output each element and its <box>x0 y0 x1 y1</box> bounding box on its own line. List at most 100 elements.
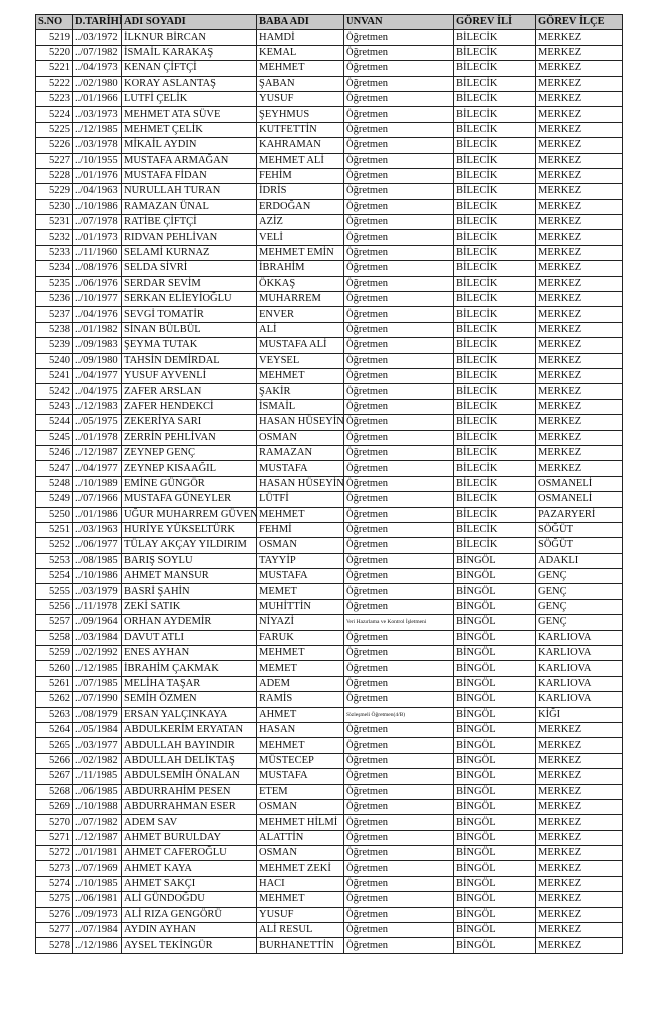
table-cell: ../09/1973 <box>72 906 122 924</box>
table-cell: MÜSTECEP <box>256 752 344 770</box>
table-cell: HACI <box>256 875 344 893</box>
table-cell: Öğretmen <box>343 90 454 108</box>
table-row: 5250 ../01/1986 UĞUR MUHARREM GÜVEN MEHMET Ö… <box>35 506 623 523</box>
table-cell: 5258 <box>35 629 73 647</box>
header-row: S.NO D.TARİHİ ADI SOYADI BABA ADI UNVAN GÖREV… <box>35 13 623 31</box>
table-cell: ../07/1978 <box>72 214 122 231</box>
table-cell: Öğretmen <box>343 367 454 385</box>
table-cell: AHMET MANSUR <box>121 568 257 585</box>
table-cell: Öğretmen <box>343 798 454 816</box>
table-cell: Öğretmen <box>343 906 454 924</box>
table-cell: Öğretmen <box>343 645 454 662</box>
table-cell: AHMET BURULDAY <box>121 829 257 847</box>
table-cell: MERKEZ <box>535 75 623 92</box>
table-cell: AYSEL TEKİNGÜR <box>121 937 257 954</box>
table-cell: OSMANELİ <box>535 491 623 508</box>
table-cell: KUTFETTİN <box>256 121 344 139</box>
table-row: 5271 ../12/1987 AHMET BURULDAY ALATTİN Öğret… <box>35 829 623 847</box>
table-cell: MEHMET <box>256 891 344 908</box>
table-cell: 5226 <box>35 137 73 154</box>
table-cell: MEHMET EMİN <box>256 244 344 262</box>
table-cell: Öğretmen <box>343 75 454 92</box>
table-cell: 5277 <box>35 922 73 939</box>
table-cell: ../07/1985 <box>72 675 122 693</box>
table-row: 5239 ../09/1983 ŞEYMA TUTAK MUSTAFA ALİ Öğre… <box>35 337 623 354</box>
table-cell: BİNGÖL <box>453 768 536 785</box>
personnel-table: S.NO D.TARİHİ ADI SOYADI BABA ADI UNVAN GÖREV… <box>35 13 623 954</box>
table-cell: BİLECİK <box>453 414 536 431</box>
table-cell: ../01/1982 <box>72 321 122 339</box>
table-row: 5268 ../06/1985 ABDURRAHİM PESEN ETEM Öğretm… <box>35 783 623 800</box>
table-cell: BİNGÖL <box>453 860 536 877</box>
table-cell: BİLECİK <box>453 121 536 139</box>
table-cell: ZAFER HENDEKCİ <box>121 398 257 416</box>
table-cell: ../12/1985 <box>72 121 122 139</box>
table-cell: Öğretmen <box>343 829 454 847</box>
table-cell: 5227 <box>35 152 73 169</box>
table-cell: MERKEZ <box>535 244 623 262</box>
table-cell: ../03/1973 <box>72 106 122 123</box>
table-cell: DAVUT ATLI <box>121 629 257 647</box>
table-cell: ../01/1978 <box>72 429 122 446</box>
table-cell: 5256 <box>35 598 73 616</box>
table-row: 5230 ../10/1986 RAMAZAN ÜNAL ERDOĞAN Öğretme… <box>35 198 623 216</box>
table-cell: 5242 <box>35 383 73 400</box>
table-cell: MERKEZ <box>535 44 623 62</box>
table-row: 5226 ../03/1978 MİKAİL AYDIN KAHRAMAN Öğretm… <box>35 137 623 154</box>
table-cell: Öğretmen <box>343 783 454 800</box>
table-cell: Öğretmen <box>343 214 454 231</box>
table-cell: BİLECİK <box>453 137 536 154</box>
table-cell: Öğretmen <box>343 137 454 154</box>
table-cell: MERKEZ <box>535 352 623 369</box>
table-cell: 5262 <box>35 691 73 708</box>
table-cell: AHMET SAKÇI <box>121 875 257 893</box>
table-row: 5229 ../04/1963 NURULLAH TURAN İDRİS Öğretme… <box>35 183 623 200</box>
table-cell: MEHMET <box>256 645 344 662</box>
table-cell: 5278 <box>35 937 73 954</box>
table-row: 5232 ../01/1973 RIDVAN PEHLİVAN VELİ Öğretme… <box>35 229 623 246</box>
table-cell: Öğretmen <box>343 537 454 554</box>
table-row: 5245 ../01/1978 ZERRİN PEHLİVAN OSMAN Öğretm… <box>35 429 623 446</box>
header-cell: GÖREV İLİ <box>453 13 536 31</box>
table-row: 5252 ../06/1977 TÜLAY AKÇAY YILDIRIM OSMAN Ö… <box>35 537 623 554</box>
table-cell: ../09/1964 <box>72 614 122 631</box>
table-cell: ../10/1955 <box>72 152 122 169</box>
table-cell: ADEM SAV <box>121 814 257 831</box>
table-cell: ../12/1986 <box>72 937 122 954</box>
table-cell: SELDA SİVRİ <box>121 260 257 277</box>
table-cell: Öğretmen <box>343 583 454 600</box>
table-cell: BİLECİK <box>453 167 536 185</box>
table-cell: AZİZ <box>256 214 344 231</box>
table-cell: ../01/1986 <box>72 506 122 523</box>
table-cell: Öğretmen <box>343 552 454 570</box>
table-row: 5278 ../12/1986 AYSEL TEKİNGÜR BURHANETTİN Ö… <box>35 937 623 954</box>
table-cell: OSMAN <box>256 798 344 816</box>
table-cell: ../02/1992 <box>72 645 122 662</box>
table-cell: BİLECİK <box>453 244 536 262</box>
table-row: 5237 ../04/1976 SEVGİ TOMATİR ENVER Öğretmen… <box>35 306 623 323</box>
table-cell: RIDVAN PEHLİVAN <box>121 229 257 246</box>
table-cell: BİNGÖL <box>453 568 536 585</box>
table-cell: KİĞI <box>535 706 623 723</box>
table-cell: MEHMET <box>256 737 344 754</box>
table-cell: AHMET <box>256 706 344 723</box>
table-cell: BİNGÖL <box>453 583 536 600</box>
table-cell: AYDIN AYHAN <box>121 922 257 939</box>
table-cell: 5272 <box>35 845 73 862</box>
header-cell: S.NO <box>35 13 73 31</box>
table-cell: BİNGÖL <box>453 922 536 939</box>
table-cell: BİLECİK <box>453 229 536 246</box>
table-cell: MERKEZ <box>535 383 623 400</box>
table-cell: ABDURRAHMAN ESER <box>121 798 257 816</box>
table-cell: 5260 <box>35 660 73 677</box>
table-cell: Öğretmen <box>343 183 454 200</box>
table-cell: ../07/1982 <box>72 44 122 62</box>
table-cell: SEMİH ÖZMEN <box>121 691 257 708</box>
table-cell: ALİ GÜNDOĞDU <box>121 891 257 908</box>
table-cell: MERKEZ <box>535 906 623 924</box>
table-cell: Öğretmen <box>343 721 454 739</box>
table-row: 5267 ../11/1985 ABDULSEMİH ÖNALAN MUSTAFA Öğ… <box>35 768 623 785</box>
table-cell: MERKEZ <box>535 860 623 877</box>
table-cell: BİLECİK <box>453 444 536 462</box>
table-cell: Öğretmen <box>343 737 454 754</box>
